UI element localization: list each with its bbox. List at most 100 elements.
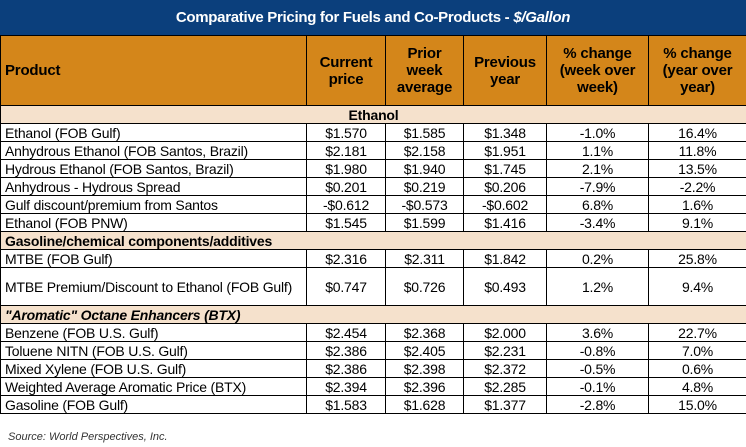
- header-row: Product Current price Prior week average…: [0, 35, 746, 106]
- value-cell: 16.4%: [648, 123, 746, 142]
- section-row: Gasoline/chemical components/additives: [0, 231, 746, 250]
- col-header-prior-week: Prior week average: [385, 35, 464, 106]
- value-cell: $1.585: [385, 123, 464, 142]
- table-row: Benzene (FOB U.S. Gulf) $2.454 $2.368 $2.00…: [0, 323, 746, 342]
- value-cell: $2.405: [385, 341, 464, 360]
- product-cell: Benzene (FOB U.S. Gulf): [0, 323, 307, 342]
- value-cell: 1.1%: [546, 141, 649, 160]
- value-cell: 2.1%: [546, 159, 649, 178]
- source-note: Source: World Perspectives, Inc.: [8, 431, 168, 443]
- product-cell: Anhydrous - Hydrous Spread: [0, 177, 307, 196]
- value-cell: 25.8%: [648, 249, 746, 268]
- value-cell: $2.231: [463, 341, 547, 360]
- value-cell: 0.6%: [648, 359, 746, 378]
- product-cell: Hydrous Ethanol (FOB Santos, Brazil): [0, 159, 307, 178]
- value-cell: $0.201: [306, 177, 386, 196]
- col-header-current: Current price: [306, 35, 386, 106]
- value-cell: $1.583: [306, 395, 386, 414]
- value-cell: -$0.602: [463, 195, 547, 214]
- product-cell: Weighted Average Aromatic Price (BTX): [0, 377, 307, 396]
- value-cell: $2.368: [385, 323, 464, 342]
- col-header-product: Product: [0, 35, 307, 106]
- value-cell: 0.2%: [546, 249, 649, 268]
- table-row: Ethanol (FOB Gulf) $1.570 $1.585 $1.348 -1.0…: [0, 123, 746, 142]
- value-cell: $2.000: [463, 323, 547, 342]
- pricing-table: Product Current price Prior week average…: [0, 35, 746, 414]
- table-row: MTBE (FOB Gulf) $2.316 $2.311 $1.842 0.2% 25.…: [0, 249, 746, 268]
- value-cell: $0.747: [306, 267, 386, 306]
- product-cell: Gasoline (FOB Gulf): [0, 395, 307, 414]
- value-cell: $1.599: [385, 213, 464, 232]
- value-cell: 1.2%: [546, 267, 649, 306]
- value-cell: -$0.573: [385, 195, 464, 214]
- value-cell: $1.545: [306, 213, 386, 232]
- value-cell: 7.0%: [648, 341, 746, 360]
- value-cell: -1.0%: [546, 123, 649, 142]
- value-cell: $1.745: [463, 159, 547, 178]
- value-cell: -$0.612: [306, 195, 386, 214]
- col-header-pct-week: % change (week over week): [546, 35, 649, 106]
- value-cell: -0.5%: [546, 359, 649, 378]
- table-row: MTBE Premium/Discount to Ethanol (FOB Gu…: [0, 267, 746, 306]
- section-title: "Aromatic" Octane Enhancers (BTX): [0, 305, 746, 324]
- value-cell: 1.6%: [648, 195, 746, 214]
- value-cell: $0.493: [463, 267, 547, 306]
- product-cell: Gulf discount/premium from Santos: [0, 195, 307, 214]
- value-cell: $2.396: [385, 377, 464, 396]
- product-cell: Toluene NITN (FOB U.S. Gulf): [0, 341, 307, 360]
- title-text: Comparative Pricing for Fuels and Co-Pro…: [175, 9, 510, 26]
- table-row: Ethanol (FOB PNW) $1.545 $1.599 $1.416 -3.4%…: [0, 213, 746, 232]
- value-cell: $2.372: [463, 359, 547, 378]
- section-title: Ethanol: [0, 105, 746, 124]
- table-row: Hydrous Ethanol (FOB Santos, Brazil) $1.9…: [0, 159, 746, 178]
- table-row: Anhydrous Ethanol (FOB Santos, Brazil) $2…: [0, 141, 746, 160]
- col-header-previous-year: Previous year: [463, 35, 547, 106]
- value-cell: $1.570: [306, 123, 386, 142]
- section-row: "Aromatic" Octane Enhancers (BTX): [0, 305, 746, 324]
- section-title: Gasoline/chemical components/additives: [0, 231, 746, 250]
- value-cell: $1.940: [385, 159, 464, 178]
- value-cell: $2.311: [385, 249, 464, 268]
- value-cell: $2.454: [306, 323, 386, 342]
- value-cell: $2.394: [306, 377, 386, 396]
- table-title: Comparative Pricing for Fuels and Co-Pro…: [0, 0, 746, 35]
- value-cell: 15.0%: [648, 395, 746, 414]
- value-cell: $1.348: [463, 123, 547, 142]
- value-cell: 4.8%: [648, 377, 746, 396]
- table-row: Mixed Xylene (FOB U.S. Gulf) $2.386 $2.398…: [0, 359, 746, 378]
- value-cell: 6.8%: [546, 195, 649, 214]
- col-header-pct-year: % change (year over year): [648, 35, 746, 106]
- value-cell: 3.6%: [546, 323, 649, 342]
- value-cell: $1.416: [463, 213, 547, 232]
- value-cell: $2.386: [306, 341, 386, 360]
- value-cell: $2.316: [306, 249, 386, 268]
- value-cell: $0.219: [385, 177, 464, 196]
- value-cell: 9.4%: [648, 267, 746, 306]
- product-cell: MTBE Premium/Discount to Ethanol (FOB Gu…: [0, 267, 307, 306]
- value-cell: 9.1%: [648, 213, 746, 232]
- value-cell: -7.9%: [546, 177, 649, 196]
- table-row: Toluene NITN (FOB U.S. Gulf) $2.386 $2.405…: [0, 341, 746, 360]
- table-row: Anhydrous - Hydrous Spread $0.201 $0.219 $0…: [0, 177, 746, 196]
- value-cell: -2.2%: [648, 177, 746, 196]
- value-cell: -2.8%: [546, 395, 649, 414]
- product-cell: MTBE (FOB Gulf): [0, 249, 307, 268]
- value-cell: -0.1%: [546, 377, 649, 396]
- value-cell: -0.8%: [546, 341, 649, 360]
- section-row: Ethanol: [0, 105, 746, 124]
- product-cell: Ethanol (FOB Gulf): [0, 123, 307, 142]
- value-cell: $1.951: [463, 141, 547, 160]
- value-cell: 13.5%: [648, 159, 746, 178]
- value-cell: $1.377: [463, 395, 547, 414]
- product-cell: Mixed Xylene (FOB U.S. Gulf): [0, 359, 307, 378]
- value-cell: $2.386: [306, 359, 386, 378]
- value-cell: $1.628: [385, 395, 464, 414]
- table-row: Gulf discount/premium from Santos -$0.612…: [0, 195, 746, 214]
- value-cell: $0.206: [463, 177, 547, 196]
- title-unit: $/Gallon: [513, 9, 571, 26]
- value-cell: $2.398: [385, 359, 464, 378]
- product-cell: Anhydrous Ethanol (FOB Santos, Brazil): [0, 141, 307, 160]
- value-cell: 22.7%: [648, 323, 746, 342]
- value-cell: $2.285: [463, 377, 547, 396]
- table-row: Weighted Average Aromatic Price (BTX) $2.…: [0, 377, 746, 396]
